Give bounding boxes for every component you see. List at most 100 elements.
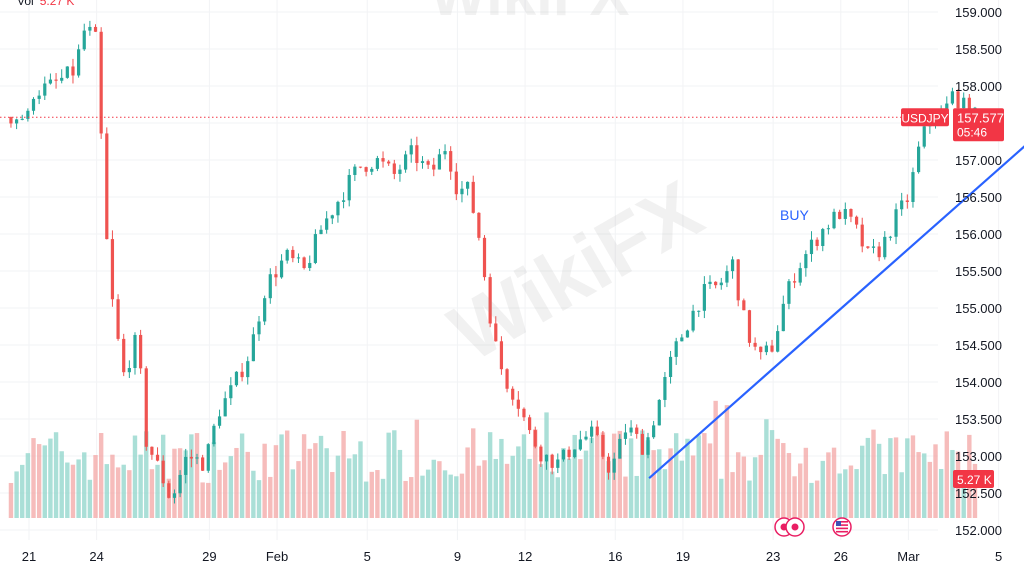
candle-body: [511, 388, 515, 400]
us-flag-stripe: [836, 524, 848, 526]
volume-bar: [76, 459, 81, 518]
x-tick-label: 16: [608, 549, 622, 564]
volume-bar: [820, 460, 825, 518]
volume-bar: [420, 475, 425, 518]
candle-body: [139, 334, 143, 369]
candle-body: [730, 259, 735, 272]
volume-bar: [876, 443, 882, 518]
candle-body: [962, 97, 966, 109]
candle-body: [246, 361, 250, 378]
candle-body: [31, 98, 36, 111]
candle-body: [308, 262, 312, 269]
candle-body: [561, 449, 566, 460]
x-tick-label: Mar: [897, 549, 920, 564]
volume-bar: [104, 464, 109, 518]
candle-body: [787, 281, 791, 304]
volume-bar: [155, 464, 160, 518]
candle-body: [291, 249, 295, 259]
volume-bar: [330, 472, 335, 518]
candle-body: [206, 444, 210, 471]
volume-bar: [950, 449, 955, 518]
candle-body: [697, 310, 701, 312]
volume-tag: [953, 470, 994, 488]
volume-bar: [459, 473, 465, 518]
candle-body: [268, 274, 272, 299]
y-tick-label: 156.000: [955, 227, 1002, 242]
candle-body: [888, 236, 893, 238]
candle-body: [409, 145, 413, 155]
volume-bar: [775, 438, 780, 518]
candle-body: [792, 281, 797, 283]
candle-body: [110, 239, 115, 300]
volume-bar: [369, 471, 374, 518]
volume-bar: [59, 451, 64, 518]
candle-body: [759, 346, 763, 353]
volume-bar: [634, 475, 639, 518]
volume-bar: [724, 405, 730, 518]
volume-bar: [386, 432, 391, 518]
candle-body: [375, 158, 379, 169]
volume-bar: [538, 464, 544, 518]
volume-bar: [132, 435, 138, 518]
volume-bar: [482, 460, 487, 518]
candle-body: [539, 446, 543, 462]
volume-bar: [222, 462, 228, 518]
candle-body: [601, 434, 605, 457]
x-tick-label: 21: [22, 549, 36, 564]
candle-body: [764, 345, 768, 353]
volume-bar: [279, 434, 284, 518]
volume-bar: [380, 478, 386, 518]
candle-body: [544, 454, 549, 462]
volume-bar: [938, 468, 944, 518]
candle-body: [578, 439, 582, 450]
volume-bar: [673, 433, 679, 518]
volume-bar: [916, 452, 921, 518]
candle-body: [556, 459, 560, 468]
volume-bar: [837, 473, 842, 518]
volume-bar: [414, 419, 420, 518]
volume-bar: [645, 440, 651, 518]
x-tick-label: 12: [518, 549, 532, 564]
candle-body: [251, 334, 255, 362]
candle-body: [330, 215, 334, 219]
candle-body: [325, 218, 329, 230]
y-tick-label: 156.500: [955, 190, 1002, 205]
volume-bar: [809, 482, 814, 518]
volume-legend-value: 5.27 K: [39, 0, 75, 8]
volume-bar: [651, 450, 656, 518]
candle-body: [240, 371, 244, 378]
candle-body: [387, 161, 391, 164]
candle-body: [550, 454, 554, 468]
volume-bar: [747, 480, 752, 518]
volume-bar: [702, 433, 707, 518]
volume-bar: [758, 454, 763, 518]
candle-body: [635, 427, 639, 434]
candle-body: [922, 126, 926, 147]
volume-bar: [741, 456, 747, 518]
us-flag-stripe: [836, 527, 848, 530]
y-tick-label: 153.500: [955, 412, 1002, 427]
volume-bar: [189, 434, 194, 518]
candles: [9, 20, 977, 504]
us-flag-ring: [832, 517, 852, 537]
candle-body: [584, 436, 588, 440]
volume-bar: [228, 456, 234, 518]
candle-body: [646, 437, 650, 455]
volume-bar: [375, 470, 380, 518]
candle-body: [854, 216, 859, 225]
volume-bar: [65, 462, 70, 518]
candle-body: [263, 298, 267, 322]
candle-body: [668, 356, 673, 378]
candle-body: [37, 95, 41, 99]
candle-body: [776, 331, 780, 352]
volume-bar: [798, 463, 803, 518]
candle-body: [883, 236, 887, 258]
volume-bar: [392, 430, 397, 518]
candle-body: [657, 399, 661, 426]
volume-bar: [217, 469, 222, 518]
volume-bar: [549, 471, 555, 518]
volume-bar: [53, 432, 59, 518]
volume-bar: [290, 469, 296, 518]
